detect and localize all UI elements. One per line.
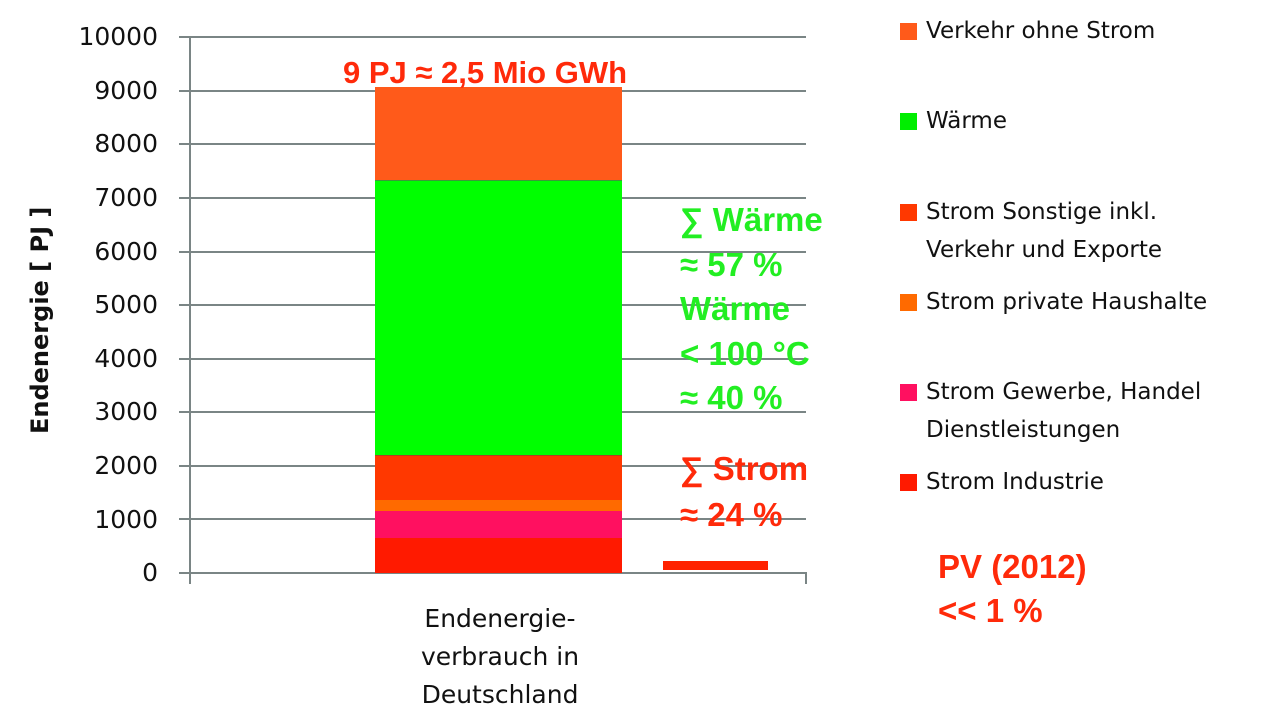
annotation-pv: PV (2012) << 1 % <box>938 545 1087 633</box>
y-tick: 2000 <box>94 451 158 480</box>
legend-label-line: Dienstleistungen <box>926 417 1121 443</box>
legend-label: Wärme <box>926 108 1007 134</box>
legend-label: Strom Sonstige inkl. Verkehr und Exporte <box>926 193 1162 269</box>
annotation-line: PV (2012) <box>938 548 1087 585</box>
y-tick: 4000 <box>94 344 158 373</box>
legend-swatch <box>900 384 917 401</box>
annotation-total: 9 PJ ≈ 2,5 Mio GWh <box>343 55 628 90</box>
annotation-waerme: ∑ Wärme ≈ 57 % Wärme < 100 °C ≈ 40 % <box>680 198 823 421</box>
legend-item-strom-gewerbe: Strom Gewerbe, Handel Dienstleistungen <box>900 373 1201 449</box>
pv-bar <box>663 561 768 570</box>
legend-label-line: Strom Sonstige inkl. <box>926 199 1158 225</box>
bar-segment-strom-sonstige <box>375 455 622 500</box>
y-tick: 0 <box>142 558 158 587</box>
x-category-label: Endenergie- verbrauch in Deutschland <box>360 600 640 714</box>
x-axis-line <box>179 572 806 574</box>
annotation-line: << 1 % <box>938 592 1043 629</box>
legend-swatch <box>900 113 917 130</box>
legend-label: Strom Gewerbe, Handel Dienstleistungen <box>926 373 1201 449</box>
legend-swatch <box>900 474 917 491</box>
y-tick: 1000 <box>94 505 158 534</box>
y-axis-line <box>189 36 191 584</box>
annotation-line: < 100 °C <box>680 334 810 372</box>
legend-label: Strom private Haushalte <box>926 289 1208 315</box>
legend-item-strom-industrie: Strom Industrie <box>900 463 1104 501</box>
stacked-bar <box>375 87 622 573</box>
y-tick-labels: 10000 9000 8000 7000 6000 5000 4000 3000… <box>40 0 158 600</box>
legend-item-strom-haushalte: Strom private Haushalte <box>900 283 1207 321</box>
bar-segment-strom-gewerbe <box>375 511 622 538</box>
annotation-line: ≈ 40 % <box>680 379 783 416</box>
y-tick: 5000 <box>94 290 158 319</box>
annotation-line: ≈ 57 % <box>680 245 783 283</box>
y-tick: 8000 <box>94 129 158 158</box>
bar-segment-strom-haushalte <box>375 500 622 511</box>
y-tick: 10000 <box>78 22 158 51</box>
legend-label-line: Strom Gewerbe, Handel <box>926 379 1202 405</box>
annotation-strom: ∑ Strom ≈ 24 % <box>680 446 808 538</box>
y-tick: 7000 <box>94 183 158 212</box>
y-tick: 9000 <box>94 76 158 105</box>
y-tick: 3000 <box>94 397 158 426</box>
x-category-line: verbrauch in <box>420 642 580 671</box>
bar-segment-verkehr-ohne-strom <box>375 87 622 180</box>
x-category-line: Deutschland <box>421 680 579 709</box>
legend-swatch <box>900 294 917 311</box>
y-tick: 6000 <box>94 237 158 266</box>
legend-item-strom-sonstige: Strom Sonstige inkl. Verkehr und Exporte <box>900 193 1162 269</box>
legend-label: Verkehr ohne Strom <box>926 18 1156 44</box>
legend-label: Strom Industrie <box>926 469 1104 495</box>
legend-swatch <box>900 204 917 221</box>
gridline <box>179 36 806 38</box>
bar-segment-strom-industrie <box>375 538 622 573</box>
annotation-line: ≈ 24 % <box>680 496 783 533</box>
legend-label-line: Verkehr und Exporte <box>926 237 1163 263</box>
x-axis-end-tick <box>805 572 807 584</box>
annotation-line: ∑ Wärme <box>680 201 823 238</box>
bar-segment-waerme <box>375 180 622 455</box>
annotation-line: Wärme <box>680 290 791 327</box>
annotation-line: ∑ Strom <box>680 450 809 487</box>
legend-item-verkehr-ohne-strom: Verkehr ohne Strom <box>900 12 1155 50</box>
x-category-line: Endenergie- <box>424 604 576 633</box>
legend-swatch <box>900 23 917 40</box>
legend-item-waerme: Wärme <box>900 102 1007 140</box>
